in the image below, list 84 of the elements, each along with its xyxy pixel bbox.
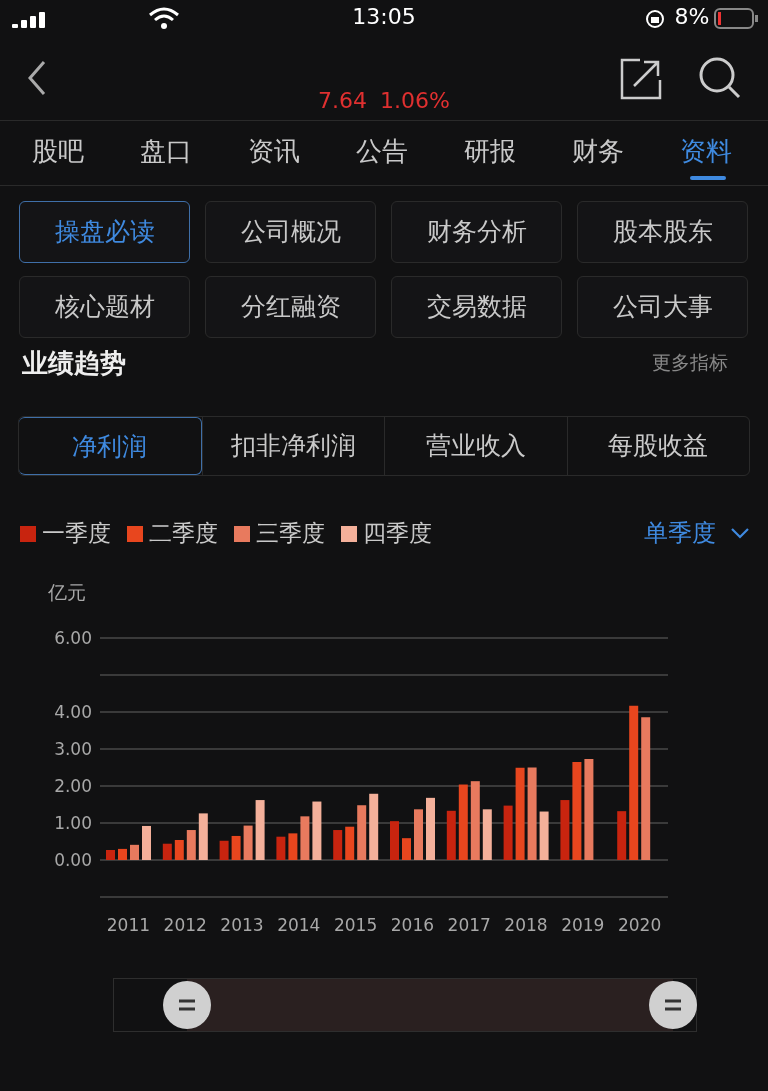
- x-tick-label: 2015: [333, 915, 378, 936]
- menu-button: 公司概况: [205, 201, 376, 263]
- bar: [426, 797, 435, 860]
- y-tick-label: 3.00: [54, 739, 92, 760]
- bar: [333, 830, 343, 860]
- bar: [584, 758, 594, 860]
- legend-label: 三季度: [256, 519, 325, 548]
- text: 资料: [679, 135, 733, 168]
- bar: [390, 821, 399, 860]
- menu-button: 核心题材: [19, 276, 190, 338]
- legend-label: 二季度: [149, 519, 218, 548]
- text: 单季度: [644, 518, 717, 549]
- bar: [243, 825, 253, 860]
- bar: [106, 850, 115, 860]
- bar: [345, 826, 355, 860]
- legend-label: 一季度: [42, 519, 111, 548]
- x-tick-label: 2019: [561, 915, 605, 936]
- menu-button: 公司大事: [577, 276, 748, 338]
- y-axis-title: 亿元: [48, 580, 86, 605]
- bar: [231, 835, 241, 860]
- bar: [186, 830, 196, 860]
- menu-button: 股本股东: [577, 201, 748, 263]
- text: 7.64: [318, 88, 368, 113]
- legend-label: 四季度: [363, 519, 432, 548]
- y-tick-label: 6.00: [54, 628, 92, 649]
- bar: [198, 813, 208, 860]
- bar: [482, 809, 492, 860]
- menu-button: 分红融资: [205, 276, 376, 338]
- bar: [402, 838, 411, 860]
- menu-button: 财务分析: [391, 201, 562, 263]
- bar: [572, 761, 582, 860]
- x-tick-label: 2017: [447, 915, 491, 936]
- bar: [458, 784, 468, 860]
- menu-button: 交易数据: [391, 276, 562, 338]
- text: 财务: [571, 135, 625, 168]
- text: 研报: [463, 135, 517, 168]
- bar: [130, 844, 139, 860]
- bar: [174, 840, 184, 860]
- x-tick-label: 2020: [617, 915, 662, 936]
- x-tick-label: 2018: [504, 915, 548, 936]
- x-tick-label: 2012: [163, 915, 207, 936]
- y-tick-label: 0.00: [54, 850, 92, 871]
- bar: [369, 793, 379, 860]
- x-tick-label: 2016: [390, 915, 435, 936]
- bar: [629, 705, 639, 860]
- bar: [503, 805, 513, 860]
- metric-tab: 每股收益: [566, 417, 749, 475]
- metric-tab: 扣非净利润: [201, 417, 384, 475]
- bar: [219, 840, 229, 860]
- text: 1.06%: [380, 88, 450, 113]
- bar: [162, 843, 172, 860]
- menu-button: 操盘必读: [19, 201, 190, 263]
- text: 8%: [673, 4, 711, 29]
- y-tick-label: 2.00: [54, 776, 92, 797]
- text: 公告: [355, 135, 409, 168]
- y-tick-label: 4.00: [54, 702, 92, 723]
- bar: [515, 767, 525, 860]
- text: 13:05: [351, 4, 417, 29]
- bar: [118, 848, 127, 860]
- chart-title: 业绩趋势: [22, 347, 126, 380]
- bar: [539, 811, 549, 860]
- bar: [470, 781, 480, 860]
- text: 股吧: [31, 135, 85, 168]
- bar: [312, 801, 322, 860]
- x-tick-label: 2014: [277, 915, 321, 936]
- text: 资讯: [247, 135, 301, 168]
- x-tick-label: 2011: [106, 915, 151, 936]
- bar: [641, 717, 651, 860]
- bar: [357, 805, 367, 860]
- text: 更多指标: [651, 350, 728, 375]
- x-tick-label: 2013: [220, 915, 264, 936]
- bar: [255, 800, 265, 860]
- bar: [446, 810, 456, 860]
- bar: [276, 836, 286, 860]
- bar: [300, 816, 310, 860]
- bar: [142, 825, 151, 860]
- text: 盘口: [139, 135, 193, 168]
- bar: [414, 809, 423, 860]
- bar: [617, 811, 627, 860]
- metric-tab: 营业收入: [384, 417, 567, 475]
- bar: [560, 800, 570, 860]
- bar: [288, 833, 298, 860]
- y-tick-label: 1.00: [54, 813, 92, 834]
- bar: [527, 767, 537, 860]
